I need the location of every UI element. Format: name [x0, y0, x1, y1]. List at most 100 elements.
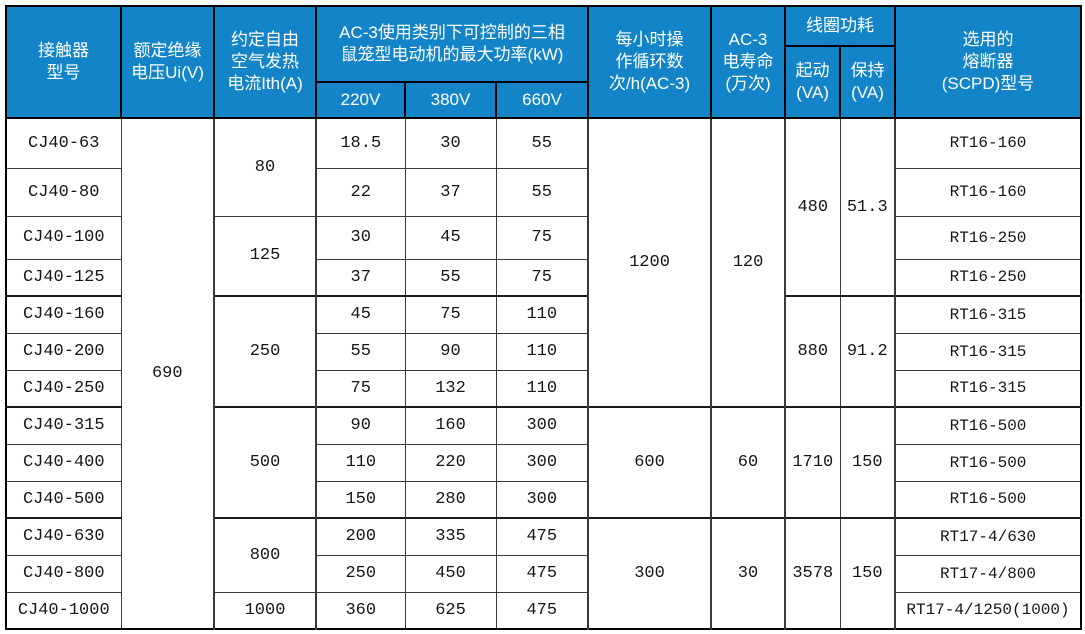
ith-cell: 125 [213, 215, 317, 297]
header-coil-hold: 保持 (VA) [839, 45, 896, 119]
header-fuse-type: 选用的 熔断器 (SCPD)型号 [894, 5, 1082, 119]
table-row: CJ40-400 110 220 300 RT16-500 [5, 443, 1082, 482]
power-660-cell: 300 [495, 443, 589, 482]
power-660-cell: 475 [495, 591, 589, 630]
coil-hold-cell: 51.3 [839, 117, 896, 297]
contactor-spec-table: 接触器 型号 额定绝缘 电压Ui(V) 约定自由 空气发热 电流Ith(A) A… [5, 5, 1082, 630]
table-row: CJ40-315 500 90 160 300 600 60 1710 150 … [5, 406, 1082, 519]
model-cell: CJ40-315 [5, 406, 122, 445]
model-cell: CJ40-250 [5, 369, 122, 408]
coil-start-cell: 3578 [784, 517, 841, 630]
power-380-cell: 37 [404, 167, 497, 217]
table-row: CJ40-1000 1000 360 625 475 RT17-4/1250(1… [5, 591, 1082, 630]
model-cell: CJ40-100 [5, 215, 122, 260]
table-header: 接触器 型号 额定绝缘 电压Ui(V) 约定自由 空气发热 电流Ith(A) A… [5, 5, 1082, 119]
power-380-cell: 450 [404, 554, 497, 593]
power-220-cell: 55 [315, 332, 406, 371]
header-max-power: AC-3使用类别下可控制的三相 鼠笼型电动机的最大功率(kW) [315, 5, 589, 83]
table-row: CJ40-250 75 132 110 RT16-315 [5, 369, 1082, 408]
power-380-cell: 75 [404, 295, 497, 334]
table-row: CJ40-100 125 30 45 75 RT16-250 [5, 215, 1082, 297]
header-coil-power: 线圈功耗 [784, 5, 896, 47]
fuse-cell: RT16-315 [894, 369, 1082, 408]
model-cell: CJ40-125 [5, 258, 122, 297]
model-cell: CJ40-630 [5, 517, 122, 556]
header-contactor-model: 接触器 型号 [5, 5, 122, 119]
fuse-cell: RT16-315 [894, 332, 1082, 371]
power-660-cell: 75 [495, 215, 589, 260]
power-660-cell: 300 [495, 480, 589, 519]
power-220-cell: 22 [315, 167, 406, 217]
power-380-cell: 90 [404, 332, 497, 371]
power-220-cell: 75 [315, 369, 406, 408]
power-660-cell: 55 [495, 117, 589, 169]
power-660-cell: 475 [495, 517, 589, 556]
cycles-cell: 1200 [587, 117, 712, 408]
power-220-cell: 90 [315, 406, 406, 445]
life-cell: 120 [710, 117, 786, 408]
fuse-cell: RT17-4/1250(1000) [894, 591, 1082, 630]
power-380-cell: 625 [404, 591, 497, 630]
fuse-cell: RT16-315 [894, 295, 1082, 334]
model-cell: CJ40-800 [5, 554, 122, 593]
coil-hold-cell: 91.2 [839, 295, 896, 408]
coil-hold-cell: 150 [839, 406, 896, 519]
power-660-cell: 110 [495, 332, 589, 371]
power-220-cell: 200 [315, 517, 406, 556]
coil-start-cell: 480 [784, 117, 841, 297]
header-cycles-per-hour: 每小时操 作循环数 次/h(AC-3) [587, 5, 712, 119]
power-660-cell: 300 [495, 406, 589, 445]
header-rated-voltage: 额定绝缘 电压Ui(V) [120, 5, 215, 119]
power-220-cell: 37 [315, 258, 406, 297]
power-220-cell: 250 [315, 554, 406, 593]
life-cell: 60 [710, 406, 786, 519]
fuse-cell: RT17-4/630 [894, 517, 1082, 556]
power-380-cell: 55 [404, 258, 497, 297]
header-electrical-life: AC-3 电寿命 (万次) [710, 5, 786, 119]
table-row: CJ40-63 690 80 18.5 30 55 1200 120 480 5… [5, 117, 1082, 630]
model-cell: CJ40-63 [5, 117, 122, 169]
model-cell: CJ40-1000 [5, 591, 122, 630]
power-660-cell: 55 [495, 167, 589, 217]
power-220-cell: 360 [315, 591, 406, 630]
coil-start-cell: 880 [784, 295, 841, 408]
table-row: CJ40-630 800 200 335 475 300 30 3578 150… [5, 517, 1082, 630]
header-coil-start: 起动 (VA) [784, 45, 841, 119]
fuse-cell: RT16-250 [894, 258, 1082, 297]
table-row: CJ40-200 55 90 110 RT16-315 [5, 332, 1082, 371]
power-660-cell: 110 [495, 295, 589, 334]
power-660-cell: 475 [495, 554, 589, 593]
fuse-cell: RT17-4/800 [894, 554, 1082, 593]
life-cell: 30 [710, 517, 786, 630]
header-660v: 660V [495, 81, 589, 119]
fuse-cell: RT16-160 [894, 117, 1082, 169]
table-row: CJ40-80 22 37 55 RT16-160 [5, 167, 1082, 217]
model-cell: CJ40-200 [5, 332, 122, 371]
table-row: CJ40-125 37 55 75 RT16-250 [5, 258, 1082, 297]
fuse-cell: RT16-500 [894, 406, 1082, 445]
cycles-cell: 300 [587, 517, 712, 630]
power-220-cell: 45 [315, 295, 406, 334]
header-220v: 220V [315, 81, 406, 119]
ith-cell: 1000 [213, 591, 317, 630]
model-cell: CJ40-500 [5, 480, 122, 519]
power-660-cell: 110 [495, 369, 589, 408]
table-body: CJ40-63 690 80 18.5 30 55 1200 120 480 5… [5, 117, 1082, 630]
fuse-cell: RT16-500 [894, 480, 1082, 519]
ith-cell: 500 [213, 406, 317, 519]
header-thermal-current: 约定自由 空气发热 电流Ith(A) [213, 5, 317, 119]
ith-cell: 800 [213, 517, 317, 593]
fuse-cell: RT16-250 [894, 215, 1082, 260]
fuse-cell: RT16-500 [894, 443, 1082, 482]
ith-cell: 250 [213, 295, 317, 408]
power-380-cell: 280 [404, 480, 497, 519]
power-380-cell: 220 [404, 443, 497, 482]
power-380-cell: 132 [404, 369, 497, 408]
model-cell: CJ40-80 [5, 167, 122, 217]
coil-hold-cell: 150 [839, 517, 896, 630]
power-380-cell: 30 [404, 117, 497, 169]
fuse-cell: RT16-160 [894, 167, 1082, 217]
power-220-cell: 18.5 [315, 117, 406, 169]
power-380-cell: 45 [404, 215, 497, 260]
